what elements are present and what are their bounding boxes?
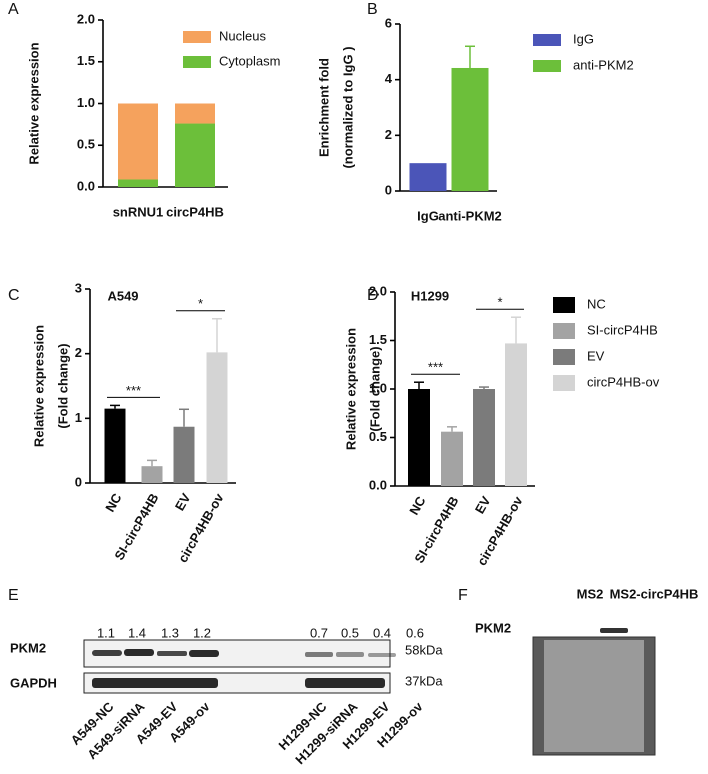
bar bbox=[505, 343, 527, 486]
y-tick-label: 0.5 bbox=[369, 429, 387, 444]
size-label: 58kDa bbox=[405, 642, 443, 657]
size-label: 37kDa bbox=[405, 673, 443, 688]
y-tick-label: 1.0 bbox=[369, 380, 387, 395]
quantification: 1.4 bbox=[128, 625, 146, 640]
significance-label: *** bbox=[126, 383, 141, 398]
y-tick-label: 0 bbox=[385, 182, 392, 197]
quantification: 0.4 bbox=[373, 625, 391, 640]
bar bbox=[408, 389, 430, 486]
x-tick-label: circP4HB bbox=[166, 204, 224, 219]
bar bbox=[409, 163, 447, 191]
y-axis-label: (Fold change) bbox=[367, 346, 382, 431]
y-axis-label: Relative expression bbox=[26, 42, 41, 164]
legend-swatch bbox=[533, 60, 561, 72]
quantification: 0.5 bbox=[341, 625, 359, 640]
y-axis-label: Relative expression bbox=[31, 325, 46, 447]
row-label: GAPDH bbox=[10, 675, 57, 690]
panel-letter: B bbox=[367, 1, 378, 18]
bar bbox=[451, 67, 489, 191]
legend-swatch bbox=[553, 349, 575, 365]
x-tick-label: EV bbox=[172, 490, 194, 513]
legend-swatch bbox=[553, 323, 575, 339]
y-tick-label: 6 bbox=[385, 15, 392, 30]
bar-segment bbox=[118, 179, 158, 187]
legend-label: NC bbox=[587, 296, 606, 311]
bar bbox=[206, 352, 228, 483]
blot-membrane bbox=[544, 640, 644, 752]
bar bbox=[173, 426, 195, 483]
quantification: 0.6 bbox=[406, 625, 424, 640]
y-tick-label: 0.0 bbox=[77, 178, 95, 193]
bar bbox=[104, 408, 126, 483]
bar-segment bbox=[175, 123, 215, 187]
x-tick-label: snRNU1 bbox=[113, 204, 164, 219]
y-tick-label: 4 bbox=[385, 71, 393, 86]
panel-letter: D bbox=[367, 287, 379, 304]
legend-label: Cytoplasm bbox=[219, 53, 280, 68]
legend-swatch bbox=[533, 34, 561, 46]
legend-swatch bbox=[553, 375, 575, 391]
bar-segment bbox=[175, 103, 215, 124]
y-tick-label: 0.0 bbox=[369, 477, 387, 492]
bar-segment bbox=[118, 103, 158, 180]
significance-label: * bbox=[198, 296, 203, 311]
y-tick-label: 2.0 bbox=[369, 283, 387, 298]
legend-label: circP4HB-ov bbox=[587, 374, 660, 389]
x-tick-label: NC bbox=[406, 493, 429, 517]
bar bbox=[141, 466, 163, 483]
legend-label: EV bbox=[587, 348, 605, 363]
legend-swatch bbox=[183, 31, 211, 43]
bar bbox=[473, 389, 495, 486]
lane-label: MS2-circP4HB bbox=[610, 586, 699, 601]
y-tick-label: 2.0 bbox=[77, 11, 95, 26]
legend-swatch bbox=[183, 56, 211, 68]
bar bbox=[441, 431, 463, 486]
x-tick-label: NC bbox=[102, 490, 125, 514]
chart-title: A549 bbox=[107, 288, 138, 303]
significance-label: * bbox=[497, 295, 502, 310]
legend-swatch bbox=[553, 297, 575, 313]
y-axis-label: (Fold change) bbox=[55, 343, 70, 428]
x-tick-label: EV bbox=[472, 493, 494, 516]
bands bbox=[92, 649, 396, 688]
y-tick-label: 0.5 bbox=[77, 137, 95, 152]
y-tick-label: 2 bbox=[75, 345, 82, 360]
panel-letter: F bbox=[458, 587, 468, 604]
quantification: 1.3 bbox=[161, 625, 179, 640]
y-tick-label: 1.5 bbox=[77, 53, 95, 68]
quantification: 1.2 bbox=[193, 625, 211, 640]
y-tick-label: 1.0 bbox=[77, 95, 95, 110]
y-axis-label: Relative expression bbox=[343, 328, 358, 450]
y-tick-label: 1 bbox=[75, 410, 82, 425]
y-tick-label: 2 bbox=[385, 127, 392, 142]
y-tick-label: 1.5 bbox=[369, 332, 387, 347]
x-tick-label: IgG bbox=[417, 208, 439, 223]
row-label: PKM2 bbox=[10, 640, 46, 655]
row-label: PKM2 bbox=[475, 620, 511, 635]
panel-letter: E bbox=[8, 587, 19, 604]
significance-label: *** bbox=[428, 360, 443, 375]
legend-label: Nucleus bbox=[219, 28, 266, 43]
panel-letter: A bbox=[8, 1, 19, 18]
quantification: 0.7 bbox=[310, 625, 328, 640]
legend-label: SI-circP4HB bbox=[587, 322, 658, 337]
panel-letter: C bbox=[8, 287, 20, 304]
y-tick-label: 0 bbox=[75, 474, 82, 489]
legend-label: IgG bbox=[573, 31, 594, 46]
band bbox=[600, 628, 628, 633]
y-axis-label: (normalized to IgG ) bbox=[340, 46, 355, 168]
legend-label: anti-PKM2 bbox=[573, 57, 634, 72]
y-axis-label: Enrichment fold bbox=[316, 58, 331, 157]
chart-title: H1299 bbox=[411, 288, 449, 303]
quantification: 1.1 bbox=[97, 625, 115, 640]
x-tick-label: anti-PKM2 bbox=[438, 208, 502, 223]
lane-label: MS2 bbox=[577, 586, 604, 601]
y-tick-label: 3 bbox=[75, 280, 82, 295]
